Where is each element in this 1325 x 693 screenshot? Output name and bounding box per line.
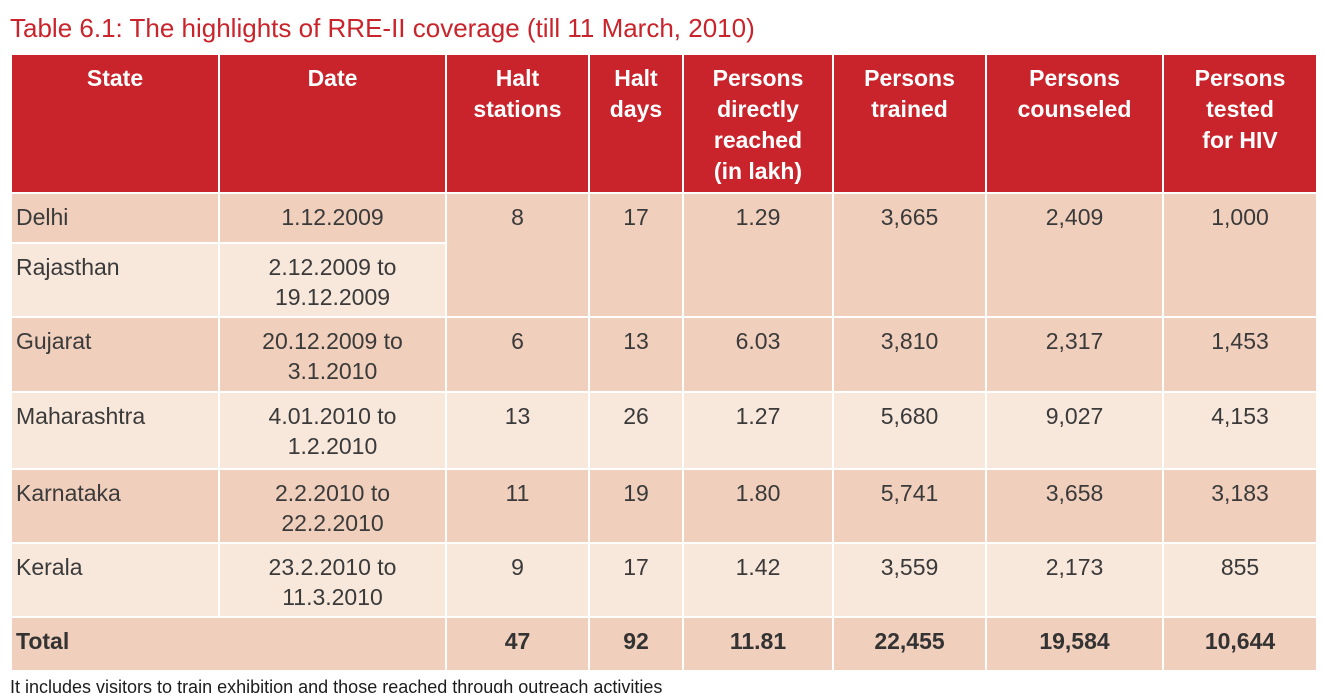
cell-halt-stations: 9 — [445, 542, 590, 618]
cell-persons-tested: 1,000 — [1162, 192, 1318, 318]
col-header-persons-reached: Persons directly reached (in lakh) — [682, 53, 834, 194]
cell-persons-reached: 1.80 — [682, 468, 834, 544]
cell-persons-reached: 6.03 — [682, 316, 834, 393]
cell-halt-days: 17 — [588, 542, 684, 618]
cell-total-persons-trained: 22,455 — [832, 616, 987, 672]
cell-persons-trained: 5,741 — [832, 468, 987, 544]
table-title: Table 6.1: The highlights of RRE-II cove… — [10, 13, 755, 43]
cell-state: Karnataka — [10, 468, 220, 544]
cell-persons-reached: 1.27 — [682, 391, 834, 470]
col-header-halt-stations: Halt stations — [445, 53, 590, 194]
cell-persons-tested: 4,153 — [1162, 391, 1318, 470]
cell-persons-reached: 1.29 — [682, 192, 834, 318]
col-header-date: Date — [218, 53, 447, 194]
table-row-total: Total 47 92 11.81 22,455 19,584 10,644 — [10, 616, 1318, 672]
table-row-maharashtra: Maharashtra 4.01.2010 to 1.2.2010 13 26 … — [10, 391, 1318, 470]
cell-date: 23.2.2010 to 11.3.2010 — [218, 542, 447, 618]
cell-persons-tested: 1,453 — [1162, 316, 1318, 393]
cell-halt-days: 17 — [588, 192, 684, 318]
cell-persons-counseled: 3,658 — [985, 468, 1164, 544]
table-row-gujarat: Gujarat 20.12.2009 to 3.1.2010 6 13 6.03… — [10, 316, 1318, 393]
cell-total-persons-tested: 10,644 — [1162, 616, 1318, 672]
col-header-persons-counseled: Persons counseled — [985, 53, 1164, 194]
cell-date: 2.12.2009 to 19.12.2009 — [218, 242, 447, 318]
cell-date: 20.12.2009 to 3.1.2010 — [218, 316, 447, 393]
cell-persons-counseled: 9,027 — [985, 391, 1164, 470]
col-header-persons-trained: Persons trained — [832, 53, 987, 194]
col-header-halt-days: Halt days — [588, 53, 684, 194]
cell-total-persons-reached: 11.81 — [682, 616, 834, 672]
cell-persons-trained: 5,680 — [832, 391, 987, 470]
table-row-rajasthan: Rajasthan 2.12.2009 to 19.12.2009 — [10, 242, 1317, 318]
col-header-state: State — [10, 53, 220, 194]
cell-halt-days: 26 — [588, 391, 684, 470]
cell-persons-tested: 3,183 — [1162, 468, 1318, 544]
cell-state: Kerala — [10, 542, 220, 618]
cell-persons-counseled: 2,173 — [985, 542, 1164, 618]
cell-state: Delhi — [10, 192, 220, 244]
cell-halt-stations: 6 — [445, 316, 590, 393]
cell-date: 2.2.2010 to 22.2.2010 — [218, 468, 447, 544]
cell-persons-reached: 1.42 — [682, 542, 834, 618]
table-row-karnataka: Karnataka 2.2.2010 to 22.2.2010 11 19 1.… — [10, 468, 1318, 544]
cell-total-persons-counseled: 19,584 — [985, 616, 1164, 672]
coverage-table: State Date Halt stations Halt days Perso… — [10, 53, 1318, 672]
cell-date: 1.12.2009 — [218, 192, 447, 244]
table-row-kerala: Kerala 23.2.2010 to 11.3.2010 9 17 1.42 … — [10, 542, 1318, 618]
cell-total-label: Total — [10, 616, 447, 672]
cell-persons-trained: 3,665 — [832, 192, 987, 318]
cell-halt-stations: 11 — [445, 468, 590, 544]
cell-halt-days: 19 — [588, 468, 684, 544]
cell-state: Rajasthan — [10, 242, 220, 318]
cell-halt-days: 13 — [588, 316, 684, 393]
header-row: State Date Halt stations Halt days Perso… — [10, 53, 1318, 194]
cell-state: Gujarat — [10, 316, 220, 393]
cell-total-halt-days: 92 — [588, 616, 684, 672]
cell-persons-tested: 855 — [1162, 542, 1318, 618]
cell-persons-counseled: 2,317 — [985, 316, 1164, 393]
cell-state: Maharashtra — [10, 391, 220, 470]
cell-total-halt-stations: 47 — [445, 616, 590, 672]
col-header-persons-tested: Persons tested for HIV — [1162, 53, 1318, 194]
cell-halt-stations: 8 — [445, 192, 590, 318]
table-row-delhi: Delhi 1.12.2009 8 17 1.29 3,665 2,409 1,… — [10, 192, 1318, 318]
table-footnote: It includes visitors to train exhibition… — [10, 677, 663, 693]
cell-date: 4.01.2010 to 1.2.2010 — [218, 391, 447, 470]
cell-persons-counseled: 2,409 — [985, 192, 1164, 318]
cell-halt-stations: 13 — [445, 391, 590, 470]
cell-persons-trained: 3,810 — [832, 316, 987, 393]
cell-persons-trained: 3,559 — [832, 542, 987, 618]
